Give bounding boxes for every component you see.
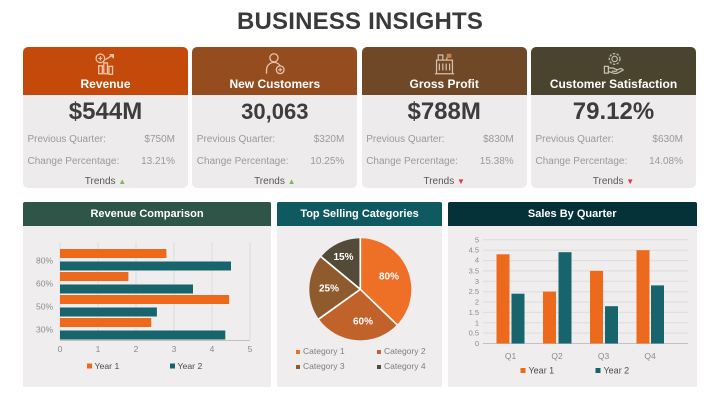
svg-text:1: 1 — [96, 344, 101, 354]
svg-text:2: 2 — [134, 344, 139, 354]
svg-text:3.5: 3.5 — [468, 266, 478, 275]
svg-text:Category 2: Category 2 — [384, 346, 426, 356]
svg-text:Category 4: Category 4 — [384, 361, 426, 371]
svg-text:Year 1: Year 1 — [528, 365, 554, 375]
svg-text:3: 3 — [172, 344, 177, 354]
svg-text:Q2: Q2 — [551, 351, 563, 361]
svg-text:Year 1: Year 1 — [95, 361, 120, 371]
svg-text:Category 1: Category 1 — [303, 346, 345, 356]
svg-text:Q1: Q1 — [504, 351, 516, 361]
svg-text:Q4: Q4 — [644, 351, 656, 361]
svg-text:4.5: 4.5 — [468, 245, 478, 254]
svg-text:3: 3 — [474, 276, 478, 285]
svg-text:Category 3: Category 3 — [303, 361, 345, 371]
svg-text:80%: 80% — [379, 271, 399, 282]
svg-text:2.5: 2.5 — [468, 287, 478, 296]
svg-text:Year 2: Year 2 — [603, 365, 629, 375]
svg-text:60%: 60% — [36, 278, 53, 288]
svg-text:1.5: 1.5 — [468, 307, 478, 316]
svg-text:15%: 15% — [333, 252, 353, 263]
svg-text:50%: 50% — [36, 301, 53, 311]
svg-text:0: 0 — [58, 344, 63, 354]
svg-text:2: 2 — [474, 297, 478, 306]
svg-text:5: 5 — [474, 235, 478, 244]
svg-text:Q3: Q3 — [597, 351, 609, 361]
svg-text:80%: 80% — [36, 255, 53, 265]
svg-text:1: 1 — [474, 318, 478, 327]
svg-text:Year 2: Year 2 — [178, 361, 203, 371]
svg-text:0.5: 0.5 — [468, 328, 478, 337]
svg-text:5: 5 — [248, 344, 253, 354]
svg-text:30%: 30% — [36, 324, 53, 334]
svg-text:4: 4 — [210, 344, 215, 354]
svg-text:25%: 25% — [319, 283, 339, 294]
svg-text:60%: 60% — [353, 316, 373, 327]
svg-text:0: 0 — [474, 339, 478, 348]
svg-text:4: 4 — [474, 255, 478, 264]
